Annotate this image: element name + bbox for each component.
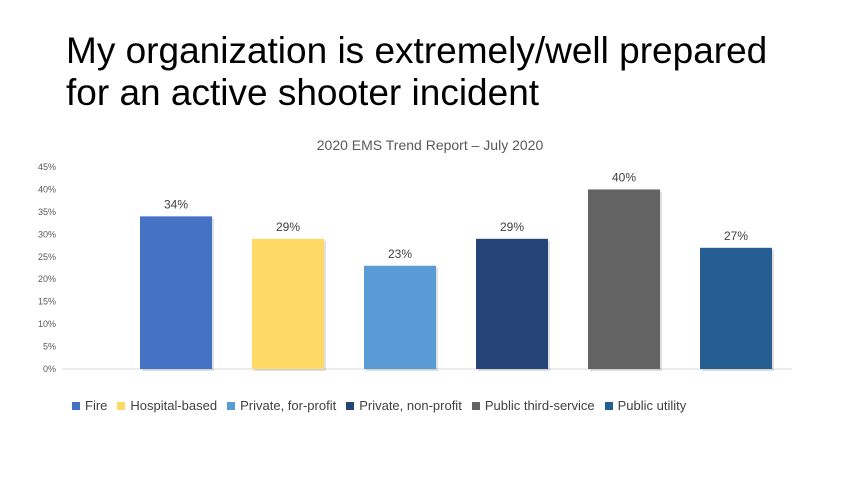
legend-swatch [471, 401, 480, 410]
chart-legend: Fire Hospital-based Private, for-profit Pri… [72, 398, 696, 413]
legend-label: Fire [85, 398, 108, 413]
data-label: 40% [612, 170, 636, 184]
bar-public-third-service [588, 189, 660, 369]
legend-swatch [117, 401, 126, 410]
legend-swatch [604, 401, 613, 410]
data-label: 29% [276, 220, 300, 234]
legend-label: Public third-service [484, 398, 595, 413]
legend-swatch [227, 401, 236, 410]
bar-fire [140, 216, 212, 369]
data-label: 34% [164, 197, 188, 211]
legend-label: Private, for-profit [240, 398, 337, 413]
legend-item: Public utility [604, 398, 687, 413]
legend-label: Public utility [617, 398, 687, 413]
y-tick-label: 35% [38, 207, 56, 217]
legend-item: Fire [72, 398, 107, 413]
slide-title-line-1: My organization is extremely/well prepar… [66, 30, 768, 71]
y-tick-label: 0% [43, 364, 56, 374]
data-label: 23% [388, 247, 412, 261]
legend-item: Hospital-based [117, 398, 217, 413]
slide-title: My organization is extremely/well prepar… [66, 30, 846, 114]
bar-hospital-based [252, 238, 324, 369]
chart-title: 2020 EMS Trend Report – July 2020 [316, 137, 544, 153]
y-tick-label: 10% [38, 319, 56, 329]
bar-private-non-profit [476, 238, 548, 369]
bar-private-for-profit [364, 265, 436, 369]
y-tick-label: 45% [38, 162, 56, 172]
legend-label: Private, non-profit [359, 398, 462, 413]
y-tick-label: 15% [38, 297, 56, 307]
legend-swatch [346, 401, 355, 410]
data-label: 27% [724, 229, 748, 243]
y-tick-label: 40% [38, 184, 56, 194]
legend-item: Private, for-profit [227, 398, 336, 413]
legend-item: Private, non-profit [346, 398, 462, 413]
data-label: 29% [500, 220, 524, 234]
slide-title-line-2: for an active shooter incident [66, 72, 540, 113]
y-tick-label: 25% [38, 252, 56, 262]
legend-swatch [72, 401, 80, 410]
legend-item: Public third-service [471, 398, 595, 413]
y-tick-label: 5% [43, 342, 56, 352]
bar-public-utility [700, 247, 772, 369]
y-tick-label: 30% [38, 229, 56, 239]
y-tick-label: 20% [38, 274, 56, 284]
legend-label: Hospital-based [130, 398, 218, 413]
